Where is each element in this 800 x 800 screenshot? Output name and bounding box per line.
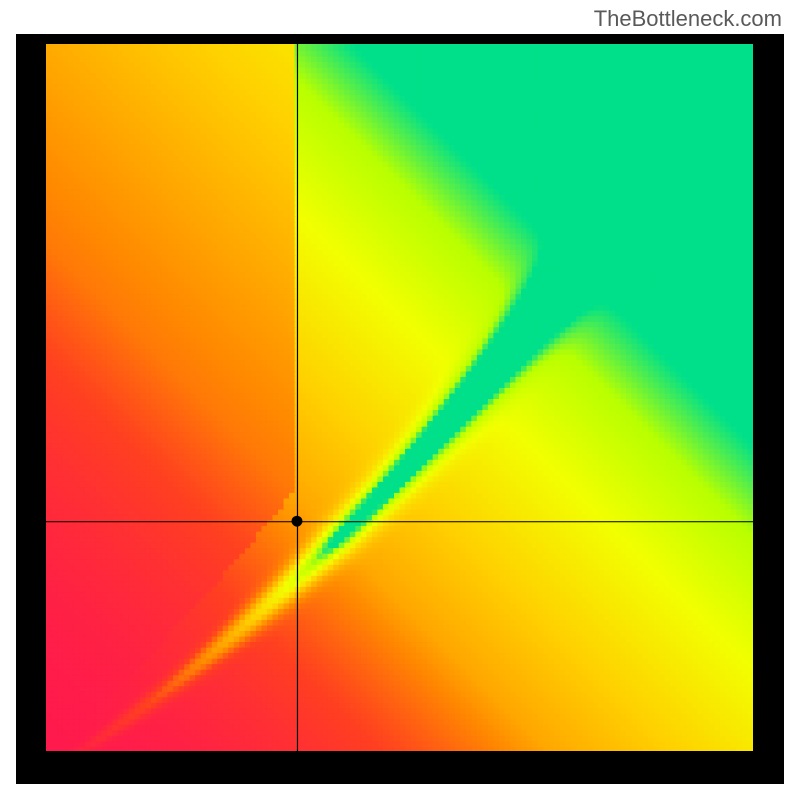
heatmap-plot xyxy=(16,34,784,784)
heatmap-canvas xyxy=(46,44,753,751)
watermark-text: TheBottleneck.com xyxy=(594,6,782,32)
